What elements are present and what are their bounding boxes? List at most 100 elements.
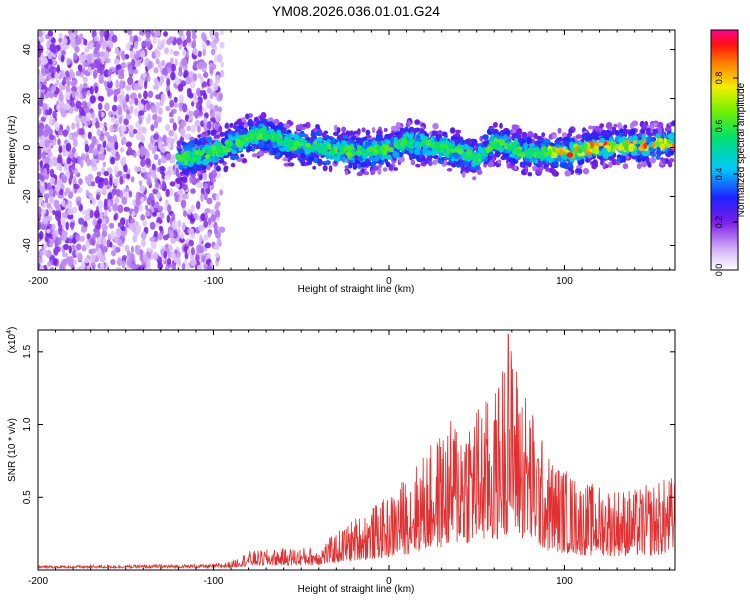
noise-blob: [137, 78, 144, 87]
signal-blob: [206, 136, 213, 143]
noise-blob: [93, 210, 100, 219]
signal-blob: [509, 153, 516, 158]
noise-blob: [141, 41, 147, 48]
signal-blob: [218, 159, 225, 164]
noise-blob: [70, 39, 76, 48]
noise-blob: [150, 240, 157, 250]
signal-blob: [292, 134, 299, 140]
colorbar: 0.00.20.40.60.8 Normalized spectral ampl…: [710, 29, 747, 276]
noise-blob: [126, 173, 131, 179]
signal-blob: [362, 136, 368, 142]
signal-blob: [301, 123, 308, 128]
signal-blob: [609, 140, 617, 147]
noise-blob: [51, 223, 56, 232]
noise-blob: [98, 73, 104, 82]
noise-blob: [202, 182, 209, 190]
noise-blob: [144, 204, 149, 211]
noise-blob: [189, 228, 195, 237]
noise-blob: [61, 50, 66, 56]
signal-blob: [356, 145, 362, 151]
noise-blob: [147, 61, 151, 70]
noise-blob: [53, 199, 60, 209]
noise-blob: [156, 212, 160, 218]
signal-blob: [622, 155, 627, 163]
noise-blob: [45, 125, 52, 135]
noise-blob: [146, 177, 152, 187]
noise-blob: [104, 198, 108, 207]
noise-blob: [102, 238, 107, 246]
signal-blob: [224, 165, 229, 170]
signal-blob: [439, 137, 446, 142]
signal-blob: [513, 165, 518, 171]
noise-blob: [133, 107, 139, 117]
signal-blob: [230, 155, 237, 161]
signal-blob: [525, 152, 531, 157]
noise-blob: [209, 91, 214, 100]
colorbar-tick-label: 0.6: [714, 120, 724, 133]
noise-blob: [50, 37, 56, 44]
noise-blob: [139, 252, 144, 262]
noise-blob: [89, 42, 94, 49]
noise-blob: [163, 250, 168, 259]
signal-blob: [238, 122, 245, 126]
signal-blob: [236, 119, 242, 123]
noise-blob: [146, 102, 151, 111]
noise-blob: [192, 92, 198, 99]
noise-blob: [185, 76, 192, 85]
signal-blob: [197, 134, 201, 139]
signal-blob: [532, 165, 538, 171]
noise-blob: [163, 31, 168, 37]
signal-blob: [260, 112, 267, 119]
signal-blob: [527, 131, 534, 138]
noise-blob: [49, 267, 55, 270]
noise-blob: [109, 241, 113, 248]
noise-blob: [45, 91, 50, 99]
signal-blob: [482, 134, 489, 141]
noise-blob: [210, 169, 217, 179]
noise-blob: [198, 224, 205, 232]
noise-blob: [53, 247, 59, 256]
signal-blob: [251, 153, 258, 158]
signal-blob: [325, 154, 330, 160]
signal-blob: [525, 160, 532, 167]
noise-blob: [177, 189, 184, 195]
signal-blob: [328, 165, 333, 173]
signal-blob: [551, 169, 557, 177]
signal-blob: [283, 123, 291, 129]
signal-blob: [407, 120, 412, 127]
signal-blob: [422, 147, 428, 154]
noise-blob: [150, 105, 156, 113]
signal-blob: [373, 166, 379, 171]
noise-blob: [42, 151, 46, 160]
noise-blob: [181, 222, 186, 231]
noise-blob: [55, 184, 61, 193]
noise-blob: [116, 258, 123, 267]
signal-blob: [576, 164, 583, 169]
signal-blob: [333, 131, 339, 136]
noise-blob: [83, 220, 88, 227]
signal-blob: [515, 148, 521, 155]
noise-blob: [128, 68, 134, 75]
signal-blob: [548, 157, 553, 164]
noise-blob: [55, 79, 60, 86]
noise-blob: [212, 82, 219, 91]
noise-blob: [146, 40, 152, 48]
noise-blob: [165, 105, 171, 112]
noise-blob: [169, 181, 176, 187]
noise-blob: [41, 202, 46, 208]
signal-blob: [433, 154, 439, 160]
signal-blob: [348, 161, 353, 169]
noise-blob: [186, 36, 192, 43]
signal-blob: [249, 133, 255, 140]
signal-blob: [398, 156, 404, 163]
noise-blob: [39, 185, 46, 195]
noise-blob: [58, 93, 64, 102]
noise-blob: [208, 103, 215, 110]
noise-blob: [188, 110, 194, 117]
y-tick-label: -40: [22, 238, 33, 253]
signal-blob: [632, 140, 638, 145]
signal-blob: [608, 161, 613, 168]
noise-blob: [166, 77, 171, 87]
noise-blob: [80, 53, 87, 62]
noise-blob: [180, 199, 187, 209]
